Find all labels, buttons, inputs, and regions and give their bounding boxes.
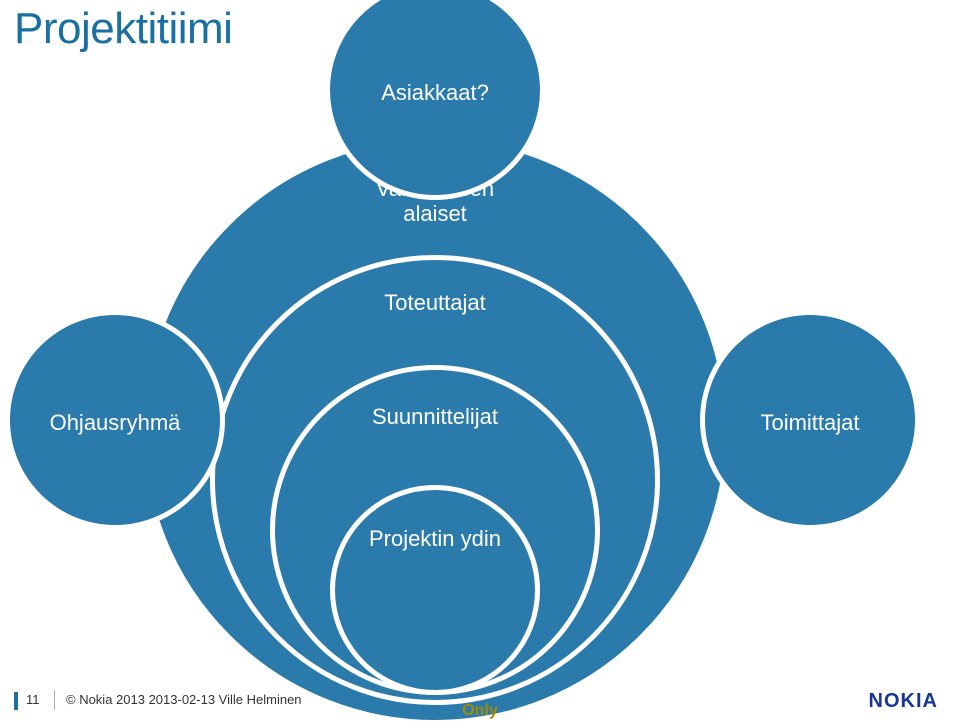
circle-label: Projektin ydin [335, 526, 535, 551]
circle-label: Asiakkaat? [330, 80, 540, 105]
slide-title: Projektitiimi [14, 4, 232, 54]
circle-ohjausryhma: Ohjausryhmä [5, 310, 225, 530]
circle-projektin-ydin: Projektin ydin [330, 485, 540, 695]
circle-label: Toimittajat [705, 410, 915, 435]
footer-accent-icon [14, 692, 18, 710]
footer-separator-icon [54, 690, 55, 710]
circle-label: Ohjausryhmä [10, 410, 220, 435]
slide-stage: Projektitiimi Vaikutuksenalaiset Toteutt… [0, 0, 960, 726]
circle-toimittajat: Toimittajat [700, 310, 920, 530]
page-number: 11 [26, 692, 40, 707]
footer-copyright: © Nokia 2013 2013-02-13 Ville Helminen [66, 692, 302, 707]
circle-label: Toteuttajat [215, 290, 655, 315]
slide-footer: 11 © Nokia 2013 2013-02-13 Ville Helmine… [0, 688, 960, 716]
circle-label: Suunnittelijat [275, 404, 595, 429]
footer-confidential: Only [462, 702, 498, 720]
nokia-logo: NOKIA [869, 690, 938, 713]
